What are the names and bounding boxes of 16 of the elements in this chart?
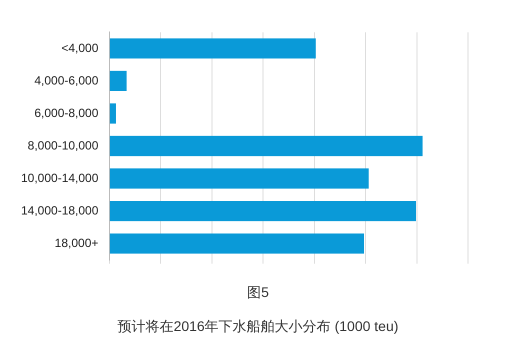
- text: 预计将在2016年下水船舶大小分布 (1000 teu): [116, 318, 400, 336]
- y-tick-label: 18,000+: [54, 236, 98, 250]
- bar: [110, 70, 127, 92]
- y-tick-label: 8,000-10,000: [28, 138, 99, 152]
- bar: [110, 103, 116, 124]
- bar: [110, 38, 316, 59]
- bar: [110, 200, 416, 222]
- bar: [110, 136, 423, 156]
- y-tick-label: 4,000-6,000: [34, 73, 99, 88]
- caption: 图5: [246, 284, 270, 302]
- y-tick-label: 10,000-14,000: [20, 170, 99, 185]
- y-tick-label: 6,000-8,000: [34, 106, 99, 120]
- y-tick-label: <4,000: [61, 40, 99, 55]
- bar: [110, 168, 369, 189]
- y-tick-label: 14,000-18,000: [20, 203, 99, 218]
- bar: [110, 233, 364, 254]
